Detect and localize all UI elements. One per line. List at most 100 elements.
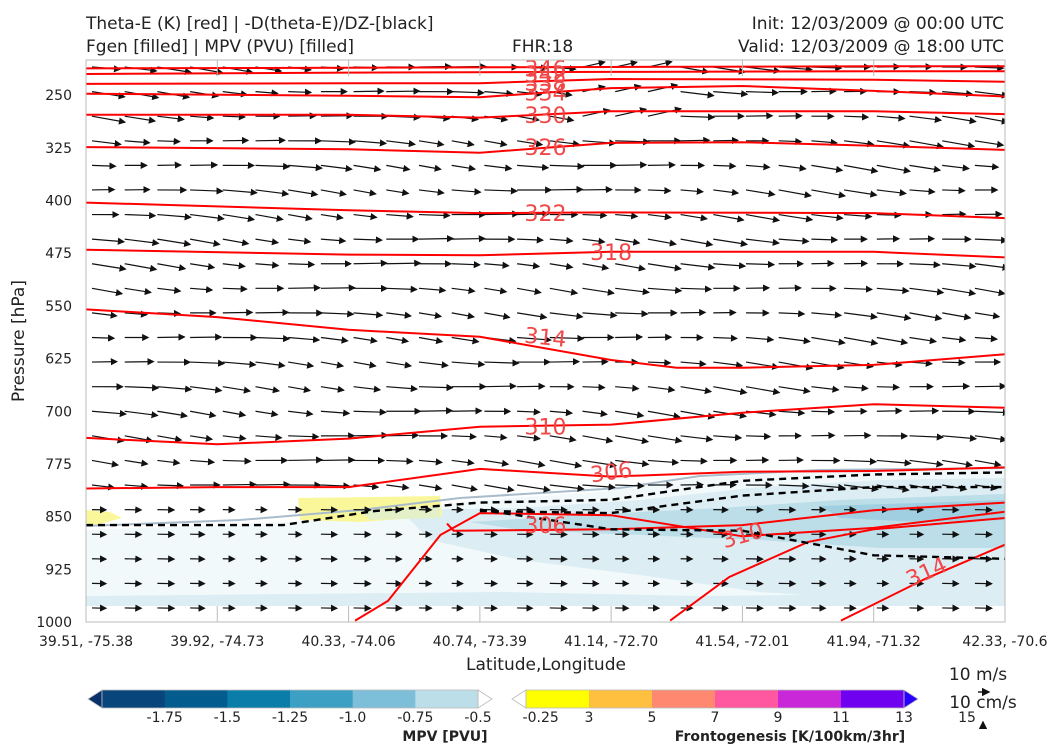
wind-arrow	[484, 89, 514, 98]
fgen-colorbar-frame	[525, 689, 905, 709]
wind-arrow	[647, 263, 682, 272]
wind-arrow	[255, 386, 281, 394]
wind-arrow	[615, 482, 645, 490]
wind-arrow	[778, 386, 811, 395]
wind-arrow	[418, 235, 455, 243]
theta-e-contour-label: 318	[590, 241, 632, 266]
wind-arrow	[288, 237, 312, 245]
wind-arrow	[91, 263, 127, 272]
theta-e-contour-314	[86, 308, 1005, 369]
quiver-key-label-1: 10 m/s	[949, 665, 1007, 685]
wind-arrow	[190, 333, 223, 341]
wind-arrow	[320, 385, 345, 393]
wind-arrow	[942, 164, 970, 172]
wind-arrow	[451, 458, 475, 467]
wind-arrow	[353, 164, 382, 173]
wind-arrow	[124, 482, 149, 490]
theta-e-contour-label: 306	[525, 514, 567, 539]
wind-arrow	[517, 335, 552, 344]
wind-arrow	[582, 459, 618, 469]
theta-e-contour-label: 342	[525, 63, 567, 88]
wind-arrow	[517, 163, 550, 171]
wind-arrow	[320, 284, 356, 292]
wind-arrow	[418, 383, 454, 392]
y-axis-ticks: 250 325 400 475 550 625 700 775 850 925 1000	[36, 88, 72, 631]
wind-arrow	[124, 211, 157, 220]
wind-arrow	[615, 263, 646, 272]
wind-arrow	[190, 434, 214, 442]
wind-arrow	[320, 336, 349, 344]
wind-arrow	[745, 88, 780, 97]
wind-arrow	[484, 484, 515, 493]
wind-arrow	[516, 459, 546, 468]
wind-arrow	[582, 410, 608, 418]
wind-arrow	[615, 435, 650, 445]
wind-arrow	[974, 163, 1000, 171]
wind-arrow	[549, 236, 574, 245]
wind-arrow	[484, 261, 510, 269]
wind-arrow	[451, 164, 477, 172]
y-tick-label: 700	[45, 404, 72, 420]
wind-arrow	[745, 238, 780, 246]
wind-arrow	[974, 263, 1005, 271]
wind-arrow	[124, 310, 149, 318]
mpv-colorbar-tick-label: -1.75	[147, 710, 183, 726]
wind-arrow	[418, 407, 454, 415]
wind-arrow	[124, 238, 160, 247]
fgen-colorbar-tick-label: 13	[895, 710, 913, 726]
y-tick-label: 775	[45, 457, 72, 473]
wind-arrow	[189, 238, 221, 247]
wind-arrow	[418, 164, 442, 172]
mpv-colorbar-tick-label: -0.75	[397, 710, 433, 726]
wind-arrow	[386, 164, 411, 172]
wind-arrow	[124, 384, 160, 392]
y-tick-label: 250	[45, 88, 72, 104]
wind-arrow	[909, 261, 941, 269]
wind-arrow	[255, 136, 286, 144]
fgen-colorbar-tick-label: 9	[774, 710, 783, 726]
wind-arrow	[157, 435, 183, 443]
wind-arrow	[745, 432, 772, 440]
x-axis-label: Latitude,Longitude	[466, 655, 626, 675]
wind-arrow	[844, 457, 878, 466]
y-axis-label: Pressure [hPa]	[9, 280, 29, 402]
wind-arrow	[876, 164, 912, 174]
wind-arrow	[615, 384, 640, 392]
fgen-colorbar-extend-high	[903, 689, 919, 709]
wind-arrow	[745, 163, 771, 171]
wind-arrow	[844, 113, 870, 121]
mpv-colorbar-tick-label: -1.0	[339, 710, 366, 726]
wind-arrow	[418, 484, 443, 492]
fgen-colorbar-tick-label: 11	[832, 710, 850, 726]
wind-arrow	[549, 459, 583, 469]
wind-arrow	[811, 311, 843, 319]
wind-arrow	[647, 385, 676, 393]
wind-arrow	[647, 187, 672, 195]
wind-arrow	[909, 312, 943, 322]
wind-arrow	[942, 186, 966, 195]
wind-arrow	[876, 189, 907, 197]
wind-arrow	[91, 334, 116, 342]
mpv-colorbar-swatch	[290, 690, 354, 708]
theta-e-contour-label: 346	[525, 57, 567, 82]
wind-arrow	[157, 238, 192, 247]
wind-arrow	[157, 482, 184, 490]
wind-arrow	[909, 115, 943, 124]
wind-arrow	[615, 212, 639, 220]
wind-arrow	[451, 336, 480, 345]
wind-arrow	[909, 433, 944, 441]
wind-arrow	[190, 285, 214, 294]
wind-arrow	[549, 334, 585, 342]
wind-arrow	[680, 91, 715, 99]
wind-arrow	[288, 335, 321, 344]
wind-arrow	[876, 140, 911, 149]
wind-arrow	[811, 408, 836, 416]
wind-arrow	[942, 358, 966, 367]
theta-e-contour-310	[86, 403, 1005, 446]
wind-arrow	[974, 236, 1005, 244]
y-tick-label: 325	[45, 141, 72, 157]
wind-arrow	[288, 361, 315, 369]
wind-arrow	[844, 140, 875, 148]
wind-arrow	[451, 140, 475, 148]
wind-arrow	[255, 89, 279, 97]
